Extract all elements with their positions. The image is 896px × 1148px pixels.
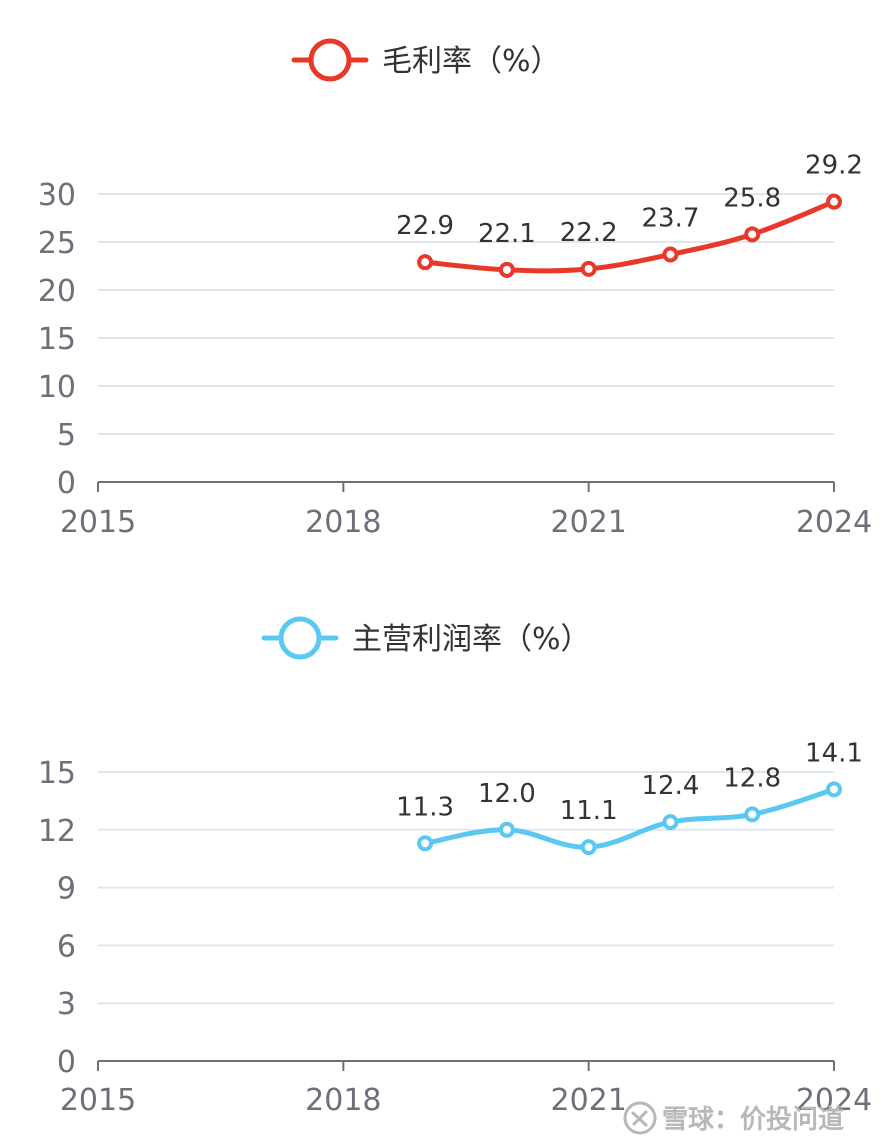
data-label: 12.0 <box>478 779 536 809</box>
data-label: 25.8 <box>723 183 781 213</box>
watermark-text: 雪球：价投问道 <box>662 1104 844 1135</box>
chart-2: 主营利润率（%） 0 3 6 9 12 15 2015 2018 2021 2024 11.3 12.0… <box>38 616 872 1118</box>
data-point <box>826 193 842 210</box>
data-point <box>498 821 515 838</box>
data-point <box>580 839 597 856</box>
data-point <box>580 260 597 277</box>
x-tick-label: 2021 <box>550 1083 626 1118</box>
y-tick-label: 20 <box>38 274 76 309</box>
y-tick-label: 5 <box>57 418 76 453</box>
data-point <box>498 261 515 278</box>
snowball-logo-mark <box>631 1110 648 1127</box>
x-tick-label: 2021 <box>550 505 626 540</box>
data-point <box>662 814 679 831</box>
data-label: 11.3 <box>396 792 454 822</box>
chart-1: 毛利率（%） 0 5 10 15 20 25 30 2015 2018 2021 2024 22.9 22… <box>38 38 872 540</box>
x-tick-label: 2018 <box>305 1083 381 1118</box>
series-line <box>422 786 837 850</box>
legend: 毛利率（%） <box>291 38 561 82</box>
y-tick-label: 0 <box>57 466 76 501</box>
y-tick-label: 30 <box>38 178 76 213</box>
data-label: 12.8 <box>723 763 781 793</box>
series-line <box>422 199 837 274</box>
x-tick-label: 2015 <box>60 1083 136 1118</box>
y-tick-label: 9 <box>57 872 76 907</box>
data-point <box>744 226 761 243</box>
data-label: 22.1 <box>478 219 536 249</box>
data-point <box>826 781 842 798</box>
y-tick-label: 15 <box>38 756 76 791</box>
data-point <box>744 806 761 823</box>
legend: 主营利润率（%） <box>261 616 591 660</box>
x-tick-label: 2018 <box>305 505 381 540</box>
snowball-logo-icon <box>623 1101 657 1135</box>
y-tick-label: 12 <box>38 814 76 849</box>
data-label: 14.1 <box>805 738 863 768</box>
x-tick-label: 2015 <box>60 505 136 540</box>
data-label: 22.2 <box>560 218 618 248</box>
y-tick-label: 25 <box>38 226 76 261</box>
y-tick-label: 3 <box>57 987 76 1022</box>
legend-marker-icon <box>278 616 322 660</box>
data-label: 12.4 <box>641 771 699 801</box>
y-tick-label: 15 <box>38 322 76 357</box>
legend-label: 毛利率（%） <box>382 44 561 79</box>
legend-label: 主营利润率（%） <box>352 622 591 657</box>
data-label: 11.1 <box>560 796 618 826</box>
watermark: 雪球：价投问道 <box>623 1101 844 1135</box>
y-tick-label: 0 <box>57 1045 76 1080</box>
y-tick-label: 10 <box>38 370 76 405</box>
data-point <box>662 246 679 263</box>
data-label: 23.7 <box>641 203 699 233</box>
legend-marker-icon <box>308 38 352 82</box>
y-tick-label: 6 <box>57 929 76 964</box>
x-tick-label: 2024 <box>796 505 872 540</box>
data-point <box>417 835 434 852</box>
data-label: 29.2 <box>805 151 863 181</box>
x-tick-label: 2024 <box>796 1083 872 1118</box>
data-label: 22.9 <box>396 211 454 241</box>
data-point <box>417 254 434 271</box>
